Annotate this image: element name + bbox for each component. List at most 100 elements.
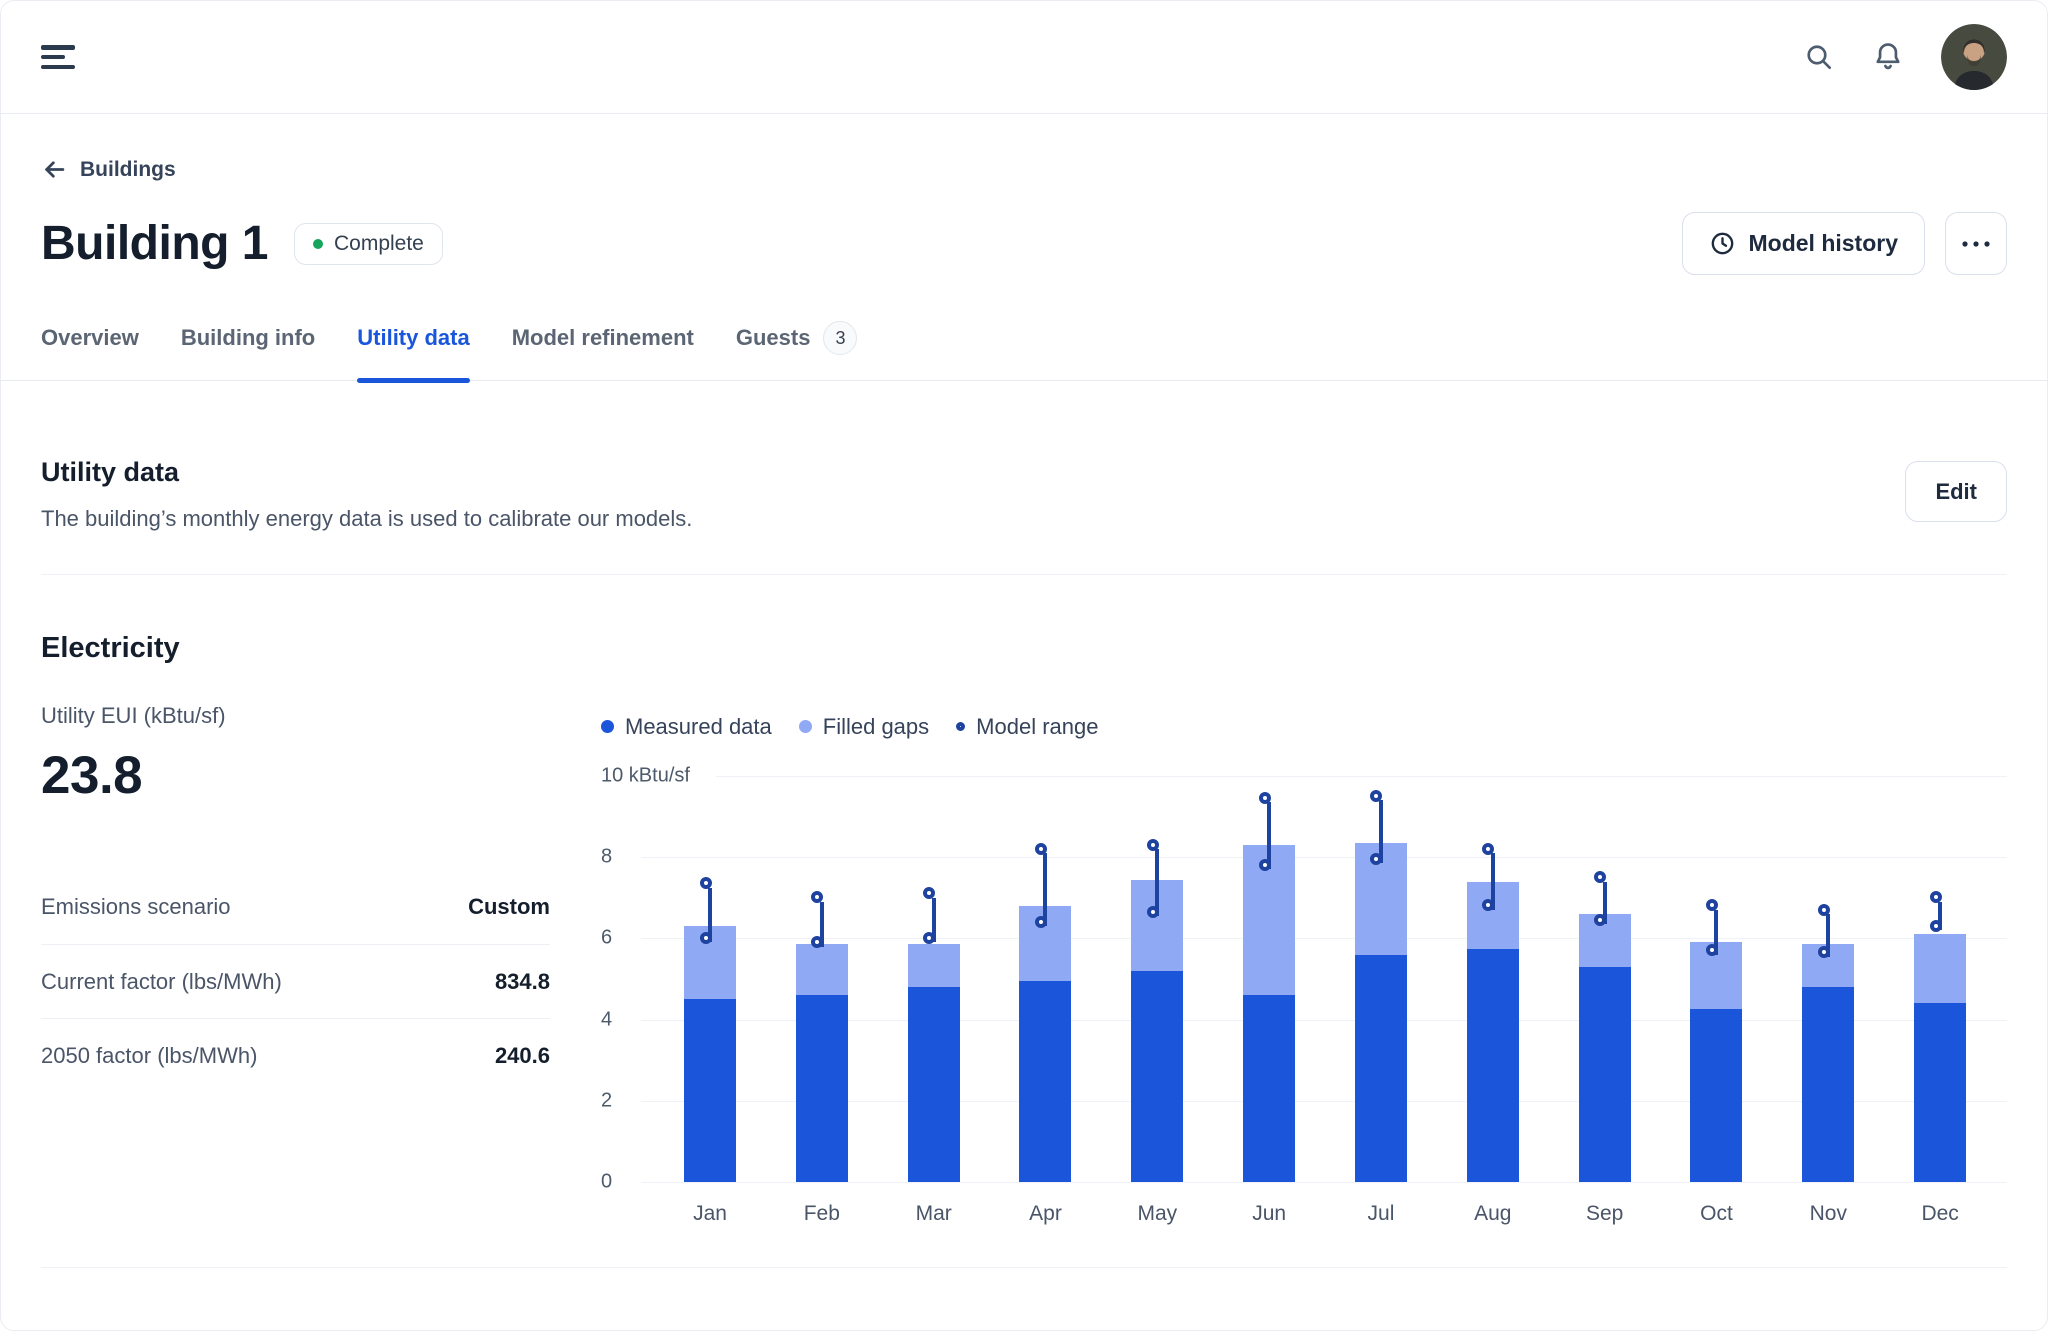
legend-marker-icon: [956, 722, 966, 731]
electricity-title: Electricity: [41, 632, 180, 664]
bar-measured-nov[interactable]: [1802, 987, 1855, 1182]
metric-row: Emissions scenario Custom: [41, 870, 550, 944]
electricity-content: Utility EUI (kBtu/sf) 23.8 Emissions sce…: [41, 703, 2007, 1225]
gridline: [641, 1019, 2007, 1021]
model-range-line-jul[interactable]: [1378, 800, 1383, 864]
model-range-high-marker-mar[interactable]: [923, 887, 936, 900]
section-divider: [41, 574, 2007, 575]
bar-measured-jan[interactable]: [684, 999, 736, 1182]
model-range-line-feb[interactable]: [819, 901, 824, 947]
model-range-low-marker-nov[interactable]: [1817, 946, 1830, 959]
model-range-low-marker-aug[interactable]: [1482, 899, 1495, 912]
model-range-high-marker-feb[interactable]: [811, 891, 824, 904]
status-badge-label: Complete: [333, 231, 424, 255]
model-range-low-marker-jul[interactable]: [1370, 852, 1383, 865]
tab-building-info[interactable]: Building info: [181, 317, 315, 380]
model-range-high-marker-apr[interactable]: [1034, 842, 1047, 855]
bar-measured-mar[interactable]: [907, 987, 960, 1182]
bar-measured-may[interactable]: [1131, 970, 1184, 1182]
model-range-line-dec[interactable]: [1938, 901, 1943, 931]
tab-guests[interactable]: Guests 3: [736, 317, 858, 380]
model-range-line-sep[interactable]: [1602, 881, 1607, 925]
x-axis-label-jun: Jun: [1252, 1202, 1287, 1225]
breadcrumb-back-link[interactable]: Buildings: [41, 156, 176, 183]
bar-measured-jul[interactable]: [1354, 954, 1407, 1182]
model-range-low-marker-sep[interactable]: [1594, 913, 1607, 926]
model-range-low-marker-oct[interactable]: [1705, 944, 1718, 957]
metric-label: 2050 factor (lbs/MWh): [41, 1042, 258, 1068]
tabs: Overview Building info Utility data Model r…: [41, 317, 2007, 383]
model-range-low-marker-jun[interactable]: [1258, 858, 1271, 871]
model-range-line-jun[interactable]: [1267, 802, 1272, 870]
legend-label: Filled gaps: [822, 713, 930, 739]
notifications-button[interactable]: [1871, 40, 1905, 74]
tab-utility-data[interactable]: Utility data: [357, 317, 471, 383]
menu-button[interactable]: [41, 43, 75, 71]
model-range-line-nov[interactable]: [1826, 914, 1831, 957]
y-axis-unit-label: 10 kBtu/sf: [601, 764, 690, 787]
model-range-line-oct[interactable]: [1714, 909, 1719, 955]
electricity-chart: Measured data Filled gaps Model range 0 2 4 6…: [601, 703, 2007, 1225]
model-range-line-apr[interactable]: [1043, 853, 1048, 927]
model-range-low-marker-jan[interactable]: [699, 931, 712, 944]
tab-model-refinement[interactable]: Model refinement: [512, 317, 694, 380]
legend-item-model-range: Model range: [956, 714, 1098, 740]
legend-label: Measured data: [625, 713, 772, 739]
bar-measured-oct[interactable]: [1690, 1009, 1743, 1182]
bar-measured-apr[interactable]: [1019, 981, 1072, 1182]
bar-filled-gap-mar[interactable]: [907, 944, 960, 988]
gridline: [716, 776, 2007, 777]
model-range-high-marker-nov[interactable]: [1817, 903, 1830, 916]
metric-label: Current factor (lbs/MWh): [41, 968, 282, 994]
breadcrumb-label: Buildings: [80, 157, 176, 181]
model-range-line-aug[interactable]: [1490, 853, 1495, 910]
bar-measured-feb[interactable]: [795, 995, 848, 1182]
bar-filled-gap-dec[interactable]: [1914, 934, 1967, 1004]
x-axis-label-aug: Aug: [1474, 1202, 1512, 1225]
model-range-low-marker-dec[interactable]: [1929, 919, 1942, 932]
bar-filled-gap-jun[interactable]: [1243, 845, 1296, 996]
legend-item-1: Filled gaps: [798, 713, 930, 740]
model-range-high-marker-jan[interactable]: [699, 877, 712, 890]
model-range-high-marker-may[interactable]: [1146, 838, 1159, 851]
eui-value: 23.8: [41, 746, 143, 805]
legend-marker-icon: [798, 720, 812, 733]
bottom-divider: [41, 1267, 2007, 1268]
bar-measured-jun[interactable]: [1243, 995, 1296, 1182]
tab-overview[interactable]: Overview: [41, 317, 139, 380]
model-range-high-marker-aug[interactable]: [1482, 842, 1495, 855]
x-axis-label-jan: Jan: [693, 1202, 727, 1225]
edit-button[interactable]: Edit: [1905, 461, 2007, 522]
model-range-high-marker-oct[interactable]: [1705, 899, 1718, 912]
model-range-high-marker-dec[interactable]: [1929, 891, 1942, 904]
search-button[interactable]: [1803, 41, 1835, 73]
x-axis-label-oct: Oct: [1700, 1202, 1733, 1225]
tab-badge-count: 3: [823, 321, 858, 355]
model-history-button[interactable]: Model history: [1682, 212, 1925, 275]
status-dot-icon: [312, 238, 323, 249]
model-range-low-marker-apr[interactable]: [1034, 915, 1047, 928]
bar-measured-dec[interactable]: [1914, 1003, 1967, 1182]
bar-measured-sep[interactable]: [1578, 966, 1631, 1182]
model-range-low-marker-feb[interactable]: [811, 936, 824, 949]
model-range-low-marker-mar[interactable]: [923, 931, 936, 944]
model-range-high-marker-jul[interactable]: [1370, 789, 1383, 802]
avatar[interactable]: [1941, 24, 2007, 90]
x-axis-label-nov: Nov: [1809, 1202, 1847, 1225]
legend-label: Model range: [976, 713, 1099, 739]
y-axis-tick-label: 6: [601, 926, 613, 949]
model-range-high-marker-jun[interactable]: [1258, 791, 1271, 804]
gridline: [641, 1182, 2007, 1183]
bar-measured-aug[interactable]: [1466, 948, 1519, 1182]
tab-label: Utility data: [357, 325, 470, 350]
model-range-line-may[interactable]: [1155, 849, 1160, 917]
model-range-high-marker-sep[interactable]: [1594, 871, 1607, 884]
bar-filled-gap-feb[interactable]: [795, 944, 848, 996]
model-range-line-jan[interactable]: [708, 887, 712, 943]
status-badge: Complete: [293, 222, 443, 265]
y-axis-tick-label: 0: [601, 1170, 613, 1193]
model-range-low-marker-may[interactable]: [1146, 905, 1159, 918]
tab-label: Model refinement: [511, 325, 694, 350]
more-options-button[interactable]: [1945, 212, 2007, 275]
model-range-line-mar[interactable]: [931, 897, 936, 943]
